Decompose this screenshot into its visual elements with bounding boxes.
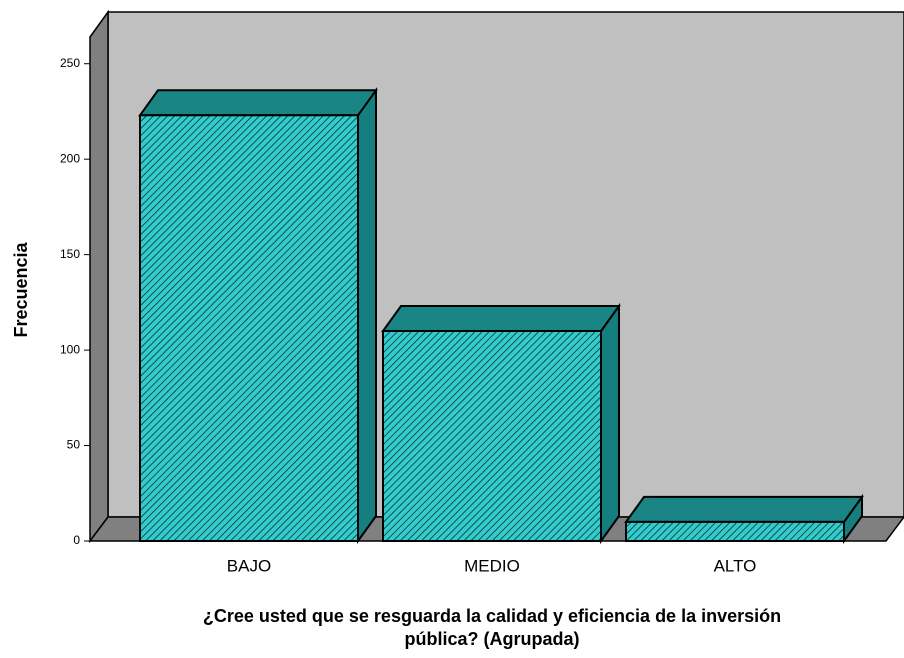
bar-top	[624, 495, 864, 523]
bar-front	[382, 330, 602, 542]
x-tick-label: BAJO	[227, 556, 271, 575]
bar	[624, 493, 864, 545]
x-axis-title: pública? (Agrupada)	[405, 629, 580, 649]
y-tick-label: 100	[60, 342, 80, 356]
left-wall	[89, 9, 109, 544]
y-tick-label: 0	[73, 533, 80, 547]
y-tick-label: 50	[67, 438, 81, 452]
x-tick-label: ALTO	[714, 556, 757, 575]
bar-top	[381, 305, 621, 332]
y-tick-label: 150	[60, 247, 80, 261]
bar-side	[357, 87, 377, 545]
bar	[381, 302, 621, 545]
y-tick-label: 250	[60, 56, 80, 70]
bar	[138, 87, 378, 545]
x-tick-label: MEDIO	[464, 556, 520, 575]
bar-side	[600, 302, 620, 545]
y-axis-title: Frecuencia	[11, 241, 31, 337]
bar-front	[625, 520, 845, 543]
bar-front	[139, 114, 359, 542]
x-axis-title: ¿Cree usted que se resguarda la calidad …	[203, 606, 781, 626]
bar-top	[138, 89, 378, 117]
y-tick-label: 200	[60, 151, 80, 165]
